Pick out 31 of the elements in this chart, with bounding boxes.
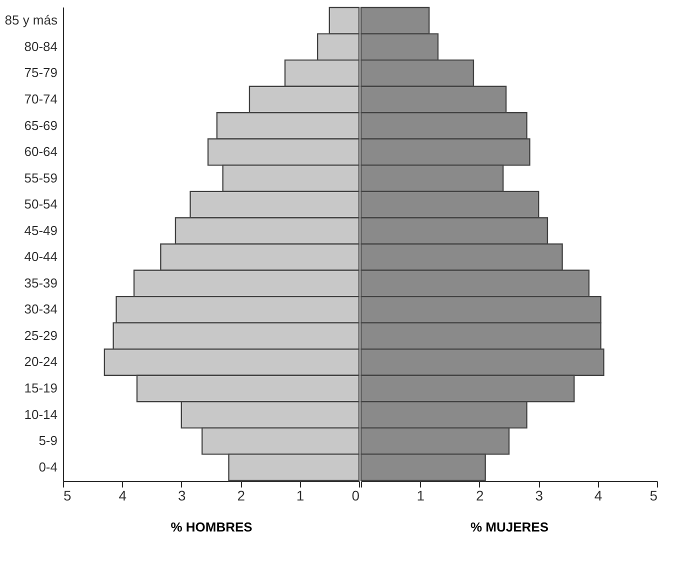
x-tick-label: 1 xyxy=(296,488,304,504)
y-tick-label: 30-34 xyxy=(24,302,58,317)
y-tick-label: 80-84 xyxy=(24,38,58,54)
x-axis-title: % MUJERES xyxy=(470,520,549,534)
y-tick-label: 65-69 xyxy=(24,118,58,133)
y-tick-label: 25-29 xyxy=(24,328,58,343)
x-tick-label: 2 xyxy=(237,488,246,504)
y-tick-label: 75-79 xyxy=(24,65,58,80)
x-axis-title: % HOMBRES xyxy=(170,520,253,534)
x-tick-label: 1 xyxy=(416,488,425,504)
x-tick-label: 3 xyxy=(178,488,186,504)
y-tick-label: 60-64 xyxy=(24,144,58,160)
x-tick-label: 5 xyxy=(64,488,72,504)
y-tick-label: 5-9 xyxy=(38,433,58,448)
y-tick-label: 15-19 xyxy=(24,380,58,396)
y-tick-label: 10-14 xyxy=(24,406,58,422)
x-tick-label: 2 xyxy=(476,488,484,504)
x-tick-label: 4 xyxy=(118,488,127,504)
y-tick-label: 0-4 xyxy=(38,459,58,474)
y-tick-label: 70-74 xyxy=(24,91,58,106)
x-tick-label: 0 xyxy=(352,488,360,504)
x-tick-label: 4 xyxy=(594,488,602,504)
y-tick-label: 35-39 xyxy=(24,275,58,290)
y-tick-label: 50-54 xyxy=(24,196,58,212)
x-tick-label: 5 xyxy=(650,488,658,504)
y-tick-label: 55-59 xyxy=(24,170,58,186)
y-tick-label: 45-49 xyxy=(24,222,58,238)
y-tick-label: 40-44 xyxy=(24,249,58,264)
y-tick-label: 20-24 xyxy=(24,354,58,370)
y-tick-label: 85 y más xyxy=(4,12,58,28)
x-tick-label: 3 xyxy=(535,488,544,504)
